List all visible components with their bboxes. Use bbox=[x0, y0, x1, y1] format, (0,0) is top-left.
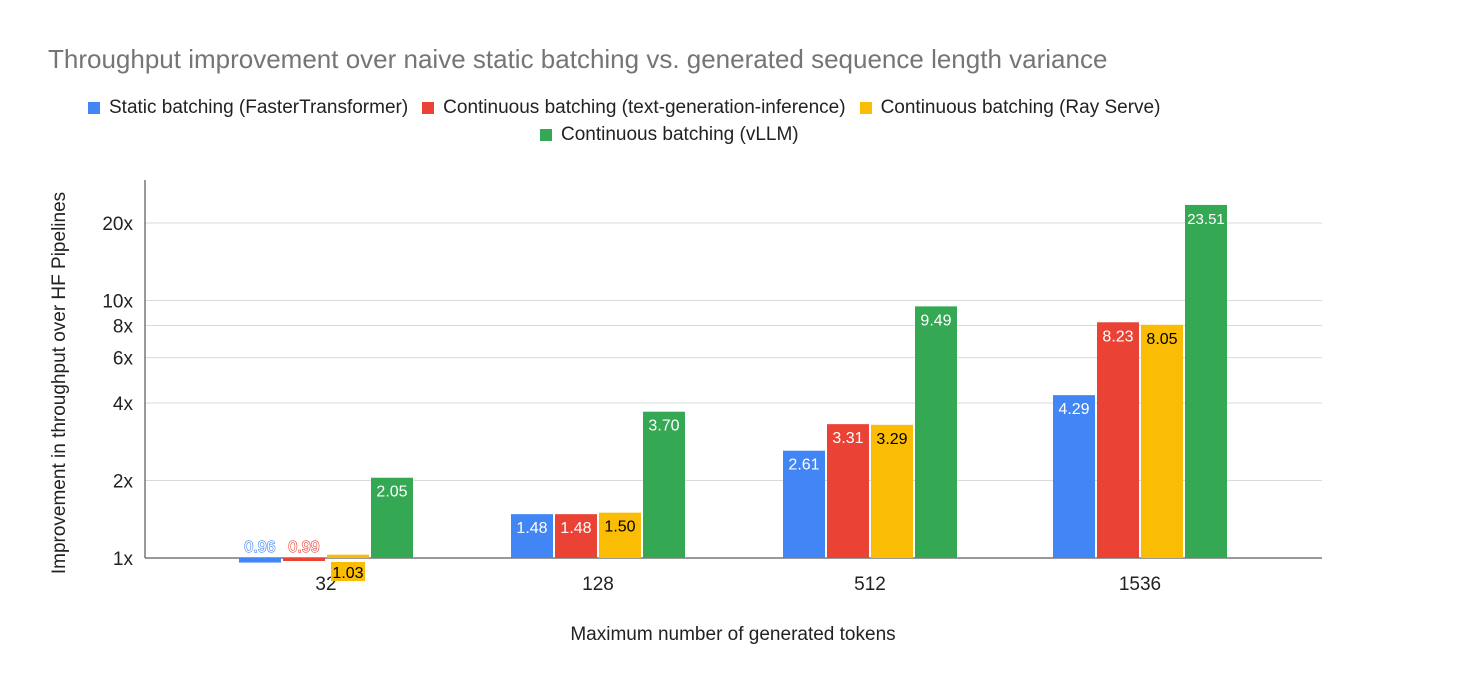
legend-item: Continuous batching (Ray Serve) bbox=[859, 97, 1161, 119]
data-label: 3.31 bbox=[832, 430, 863, 447]
y-axis-label: Improvement in throughput over HF Pipeli… bbox=[49, 191, 70, 575]
legend-item: Continuous batching (text-generation-inf… bbox=[422, 97, 846, 119]
bar bbox=[239, 558, 281, 563]
y-tick-label: 4x bbox=[113, 394, 134, 415]
data-label: 1.48 bbox=[560, 520, 591, 537]
bar bbox=[783, 450, 825, 558]
bar bbox=[327, 554, 369, 558]
data-label: 23.51 bbox=[1187, 211, 1225, 228]
y-tick-label: 10x bbox=[102, 292, 133, 313]
bar bbox=[915, 306, 957, 558]
bar bbox=[283, 558, 325, 561]
data-label: 1.48 bbox=[516, 520, 547, 537]
legend-label: Continuous batching (Ray Serve) bbox=[880, 97, 1161, 118]
y-tick-label: 20x bbox=[102, 214, 133, 235]
data-label: 2.05 bbox=[376, 484, 407, 501]
legend-item: Continuous batching (vLLM) bbox=[540, 124, 799, 146]
bar bbox=[643, 411, 685, 558]
bar bbox=[1185, 204, 1227, 558]
bar bbox=[511, 514, 553, 558]
legend-swatch bbox=[859, 102, 872, 114]
legend-label: Continuous batching (vLLM) bbox=[561, 124, 799, 145]
data-label: 8.05 bbox=[1146, 331, 1177, 348]
data-label: 3.29 bbox=[876, 431, 907, 448]
bar bbox=[371, 477, 413, 558]
legend-row-2: Continuous batching (vLLM) bbox=[540, 124, 813, 146]
x-tick-label: 1536 bbox=[1119, 574, 1161, 595]
bar bbox=[1141, 324, 1183, 558]
legend-swatch bbox=[540, 129, 552, 141]
legend-swatch bbox=[422, 102, 435, 114]
bar bbox=[827, 424, 869, 558]
bar bbox=[1053, 395, 1095, 558]
legend-swatch bbox=[88, 102, 100, 114]
y-tick-label: 2x bbox=[113, 471, 134, 492]
data-label: 4.29 bbox=[1058, 401, 1089, 418]
bar bbox=[599, 512, 641, 558]
data-label: 8.23 bbox=[1102, 328, 1133, 345]
bar bbox=[555, 514, 597, 558]
y-tick-label: 8x bbox=[113, 316, 134, 337]
data-label: 0.99 bbox=[288, 539, 319, 556]
x-axis-label: Maximum number of generated tokens bbox=[570, 624, 896, 645]
data-label: 1.50 bbox=[604, 519, 635, 536]
y-tick-label: 6x bbox=[113, 349, 134, 370]
legend-label: Continuous batching (text-generation-inf… bbox=[443, 97, 846, 118]
legend-row-1: Static batching (FasterTransformer) Conti… bbox=[88, 97, 1174, 119]
data-label: 2.61 bbox=[788, 457, 819, 474]
data-label-background bbox=[331, 562, 365, 581]
data-label: 0.96 bbox=[244, 539, 275, 556]
legend-label: Static batching (FasterTransformer) bbox=[109, 97, 409, 118]
legend-item: Static batching (FasterTransformer) bbox=[88, 97, 408, 119]
data-label: 3.70 bbox=[648, 418, 679, 435]
data-label: 9.49 bbox=[920, 312, 951, 329]
chart-title: Throughput improvement over naive static… bbox=[48, 44, 1108, 74]
x-tick-label: 128 bbox=[582, 574, 614, 595]
x-tick-label: 512 bbox=[854, 574, 886, 595]
bar bbox=[1097, 322, 1139, 558]
y-tick-label: 1x bbox=[113, 549, 134, 570]
data-label: 1.03 bbox=[332, 565, 363, 582]
bar bbox=[871, 424, 913, 558]
